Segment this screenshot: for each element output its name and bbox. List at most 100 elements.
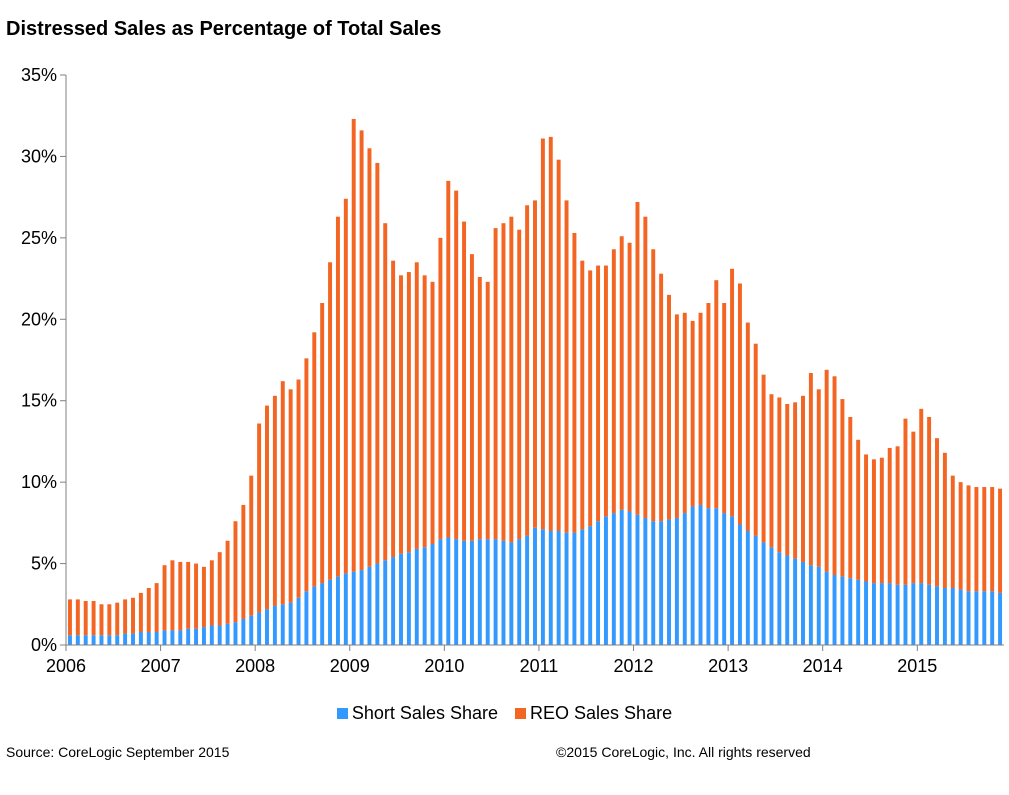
short-sales-bar xyxy=(990,591,995,645)
reo-sales-bar xyxy=(730,268,735,517)
short-sales-bar xyxy=(895,584,900,645)
short-sales-bar xyxy=(556,531,561,645)
reo-sales-bar xyxy=(296,379,301,598)
reo-sales-bar xyxy=(359,130,364,571)
short-sales-bar xyxy=(856,579,861,645)
reo-sales-bar xyxy=(83,601,88,636)
reo-sales-bar xyxy=(722,303,727,514)
reo-sales-bar xyxy=(170,560,175,631)
reo-sales-bar xyxy=(611,249,616,514)
short-sales-bar xyxy=(422,547,427,645)
reo-sales-bar xyxy=(391,260,396,558)
reo-sales-bar xyxy=(383,223,388,561)
short-sales-bar xyxy=(99,635,104,645)
short-sales-bar xyxy=(509,542,514,645)
short-sales-bar xyxy=(280,604,285,645)
reo-sales-bar xyxy=(186,561,191,629)
reo-sales-bar xyxy=(990,487,995,592)
reo-sales-bar xyxy=(194,563,199,629)
short-sales-bar xyxy=(469,540,474,645)
x-tick-label: 2007 xyxy=(141,656,181,676)
legend-item-short-sales: Short Sales Share xyxy=(336,703,498,724)
short-sales-bar xyxy=(927,584,932,645)
reo-sales-bar xyxy=(935,438,939,587)
axes xyxy=(60,74,1004,651)
reo-sales-bar xyxy=(982,487,987,592)
reo-sales-bar xyxy=(399,275,403,554)
short-sales-bar xyxy=(312,586,317,645)
chart-title: Distressed Sales as Percentage of Total … xyxy=(6,18,442,40)
reo-sales-bar xyxy=(895,446,900,585)
short-sales-bar xyxy=(635,514,640,645)
reo-sales-bar xyxy=(304,358,309,592)
short-sales-bar xyxy=(241,618,246,645)
short-sales-bar xyxy=(335,576,340,645)
reo-sales-bar xyxy=(178,561,183,631)
y-tick-label: 30% xyxy=(21,146,57,166)
reo-sales-bar xyxy=(690,320,695,507)
reo-sales-bar xyxy=(414,262,419,549)
reo-sales-bar xyxy=(320,303,325,584)
short-sales-bar xyxy=(801,561,805,645)
reo-sales-bar xyxy=(651,249,656,522)
reo-sales-bar xyxy=(265,405,269,610)
short-sales-bar xyxy=(201,627,206,645)
reo-sales-bar xyxy=(233,521,238,623)
reo-sales-bar xyxy=(343,198,348,574)
x-tick-label: 2013 xyxy=(708,656,748,676)
short-sales-bar xyxy=(462,540,467,645)
short-sales-swatch xyxy=(336,708,348,719)
reo-sales-bar xyxy=(871,459,876,584)
short-sales-bar xyxy=(107,635,112,645)
short-sales-bar xyxy=(477,539,482,645)
short-sales-bar xyxy=(793,558,798,645)
short-sales-bar xyxy=(391,557,396,645)
reo-sales-bar xyxy=(682,312,687,514)
short-sales-bar xyxy=(674,517,679,645)
reo-sales-bar xyxy=(998,488,1003,593)
short-sales-bar xyxy=(501,540,506,645)
short-sales-bar xyxy=(430,544,435,645)
short-sales-bar xyxy=(288,602,293,645)
reo-sales-bar xyxy=(328,262,333,580)
short-sales-bar xyxy=(919,583,924,645)
reo-sales-bar xyxy=(257,423,262,613)
x-tick-label: 2011 xyxy=(520,656,559,676)
short-sales-bar xyxy=(730,516,735,645)
short-sales-bar xyxy=(722,513,727,645)
reo-sales-bar xyxy=(777,397,782,553)
reo-sales-bar xyxy=(643,216,648,518)
x-tick-label: 2008 xyxy=(235,656,275,676)
short-sales-bar xyxy=(540,529,545,645)
short-sales-bar xyxy=(745,531,750,645)
reo-sales-bar xyxy=(485,281,490,540)
short-sales-bar xyxy=(296,597,301,645)
short-sales-bar xyxy=(304,591,309,645)
short-sales-bar xyxy=(588,526,593,645)
reo-sales-bar xyxy=(769,394,774,548)
x-tick-label: 2009 xyxy=(330,656,370,676)
reo-sales-bar xyxy=(753,343,758,536)
short-sales-bar xyxy=(194,628,199,645)
short-sales-bar xyxy=(911,583,916,645)
reo-sales-bar xyxy=(272,395,277,606)
y-tick-label: 0% xyxy=(31,635,57,655)
reo-sales-bar xyxy=(619,236,624,510)
reo-sales-bar xyxy=(919,408,924,584)
reo-sales-bar xyxy=(107,604,112,636)
reo-sales-bar xyxy=(761,374,766,543)
reo-sales-bar xyxy=(406,272,411,553)
short-sales-bar xyxy=(737,524,742,645)
reo-sales-bar xyxy=(564,200,569,533)
short-sales-bar xyxy=(533,527,537,645)
x-tick-labels: 2006 2007 2008 2009 2010 2011 2012 2013 2014 2015 xyxy=(46,656,937,676)
short-sales-bar xyxy=(375,563,380,645)
reo-sales-bar xyxy=(312,332,317,587)
short-sales-bar xyxy=(83,635,88,645)
short-sales-bar xyxy=(454,539,459,645)
reo-sales-bar xyxy=(225,540,230,624)
reo-sales-bar xyxy=(927,417,932,585)
reo-sales-bar xyxy=(698,312,703,505)
reo-sales-bar xyxy=(572,232,577,533)
reo-sales-bar xyxy=(667,294,671,520)
